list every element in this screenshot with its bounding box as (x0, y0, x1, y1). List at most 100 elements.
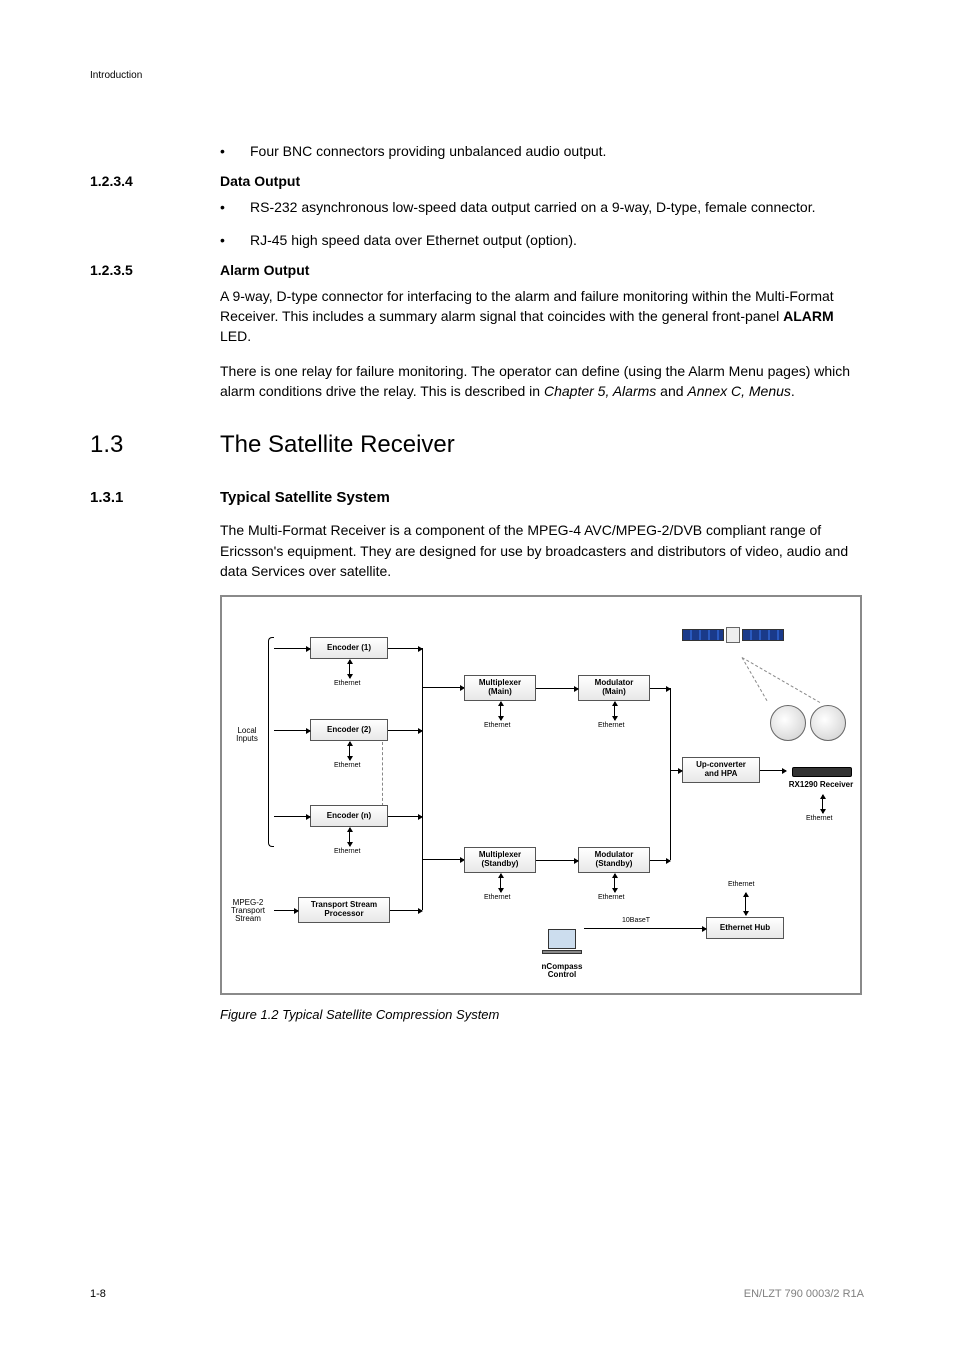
heading-title: Data Output (220, 173, 300, 189)
laptop-icon (542, 929, 582, 957)
satellite-panel-icon (682, 629, 724, 641)
label-ethernet: Ethernet (598, 722, 624, 729)
box-transport-stream-processor: Transport Stream Processor (298, 897, 390, 923)
heading-title: The Satellite Receiver (220, 431, 455, 459)
arrow-icon (388, 730, 422, 731)
bullet-text: Four BNC connectors providing unbalanced… (250, 141, 864, 161)
line (422, 648, 423, 872)
arrow-icon (388, 816, 422, 817)
label-mpeg2: MPEG-2 Transport Stream (224, 899, 272, 923)
line (670, 688, 671, 860)
heading-1235: 1.2.3.5 Alarm Output (90, 262, 864, 278)
heading-number: 1.3.1 (90, 489, 220, 506)
paragraph: There is one relay for failure monitorin… (220, 361, 864, 402)
arrow-icon (274, 816, 310, 817)
label-ethernet: Ethernet (598, 894, 624, 901)
bullet-item: • RJ-45 high speed data over Ethernet ou… (220, 230, 864, 250)
label-local-inputs: Local Inputs (228, 727, 266, 743)
arrow-icon (614, 702, 615, 720)
page-footer: 1-8 EN/LZT 790 0003/2 R1A (90, 1288, 864, 1300)
box-encoder-1: Encoder (1) (310, 637, 388, 659)
arrow-icon (584, 928, 706, 929)
arrow-icon (274, 910, 298, 911)
diagram-satellite-system: Local Inputs MPEG-2 Transport Stream Enc… (220, 595, 862, 995)
satellite-panel-icon (742, 629, 784, 641)
label-ethernet: Ethernet (484, 722, 510, 729)
label-ethernet: Ethernet (484, 894, 510, 901)
paragraph: A 9-way, D-type connector for interfacin… (220, 286, 864, 347)
arrow-icon (500, 702, 501, 720)
text: and (656, 383, 687, 399)
box-modulator-standby: Modulator (Standby) (578, 847, 650, 873)
heading-number: 1.2.3.4 (90, 173, 220, 189)
bullet-dot: • (220, 230, 250, 250)
arrow-icon (614, 874, 615, 892)
figure-caption: Figure 1.2 Typical Satellite Compression… (220, 1007, 864, 1022)
label-ethernet: Ethernet (334, 680, 360, 687)
dashed-line (382, 742, 383, 806)
arrow-icon (274, 648, 310, 649)
page-number: 1-8 (90, 1288, 106, 1300)
text: . (791, 383, 795, 399)
bullet-dot: • (220, 141, 250, 161)
box-modulator-main: Modulator (Main) (578, 675, 650, 701)
arrow-icon (822, 795, 823, 813)
arrow-icon (422, 687, 464, 688)
label-ethernet: Ethernet (334, 762, 360, 769)
heading-1-3-1: 1.3.1 Typical Satellite System (90, 489, 864, 506)
box-multiplexer-main: Multiplexer (Main) (464, 675, 536, 701)
arrow-icon (760, 770, 786, 771)
paragraph: The Multi-Format Receiver is a component… (220, 520, 864, 581)
heading-1234: 1.2.3.4 Data Output (90, 173, 864, 189)
heading-number: 1.3 (90, 431, 220, 459)
arrow-icon (500, 874, 501, 892)
satellite-body-icon (726, 627, 740, 643)
bullet-text: RS-232 asynchronous low-speed data outpu… (250, 197, 864, 217)
text-italic: Annex C, Menus (687, 383, 791, 399)
label-ethernet: Ethernet (806, 815, 832, 822)
heading-number: 1.2.3.5 (90, 262, 220, 278)
label-ncompass: nCompass Control (532, 963, 592, 979)
box-multiplexer-standby: Multiplexer (Standby) (464, 847, 536, 873)
bullet-item: • Four BNC connectors providing unbalanc… (220, 141, 864, 161)
box-encoder-n: Encoder (n) (310, 805, 388, 827)
arrow-icon (536, 860, 578, 861)
label-rx1290: RX1290 Receiver (782, 781, 860, 789)
arrow-icon (274, 730, 310, 731)
label-10baset: 10BaseT (622, 917, 650, 924)
arrow-icon (349, 828, 350, 846)
signal-line (742, 657, 820, 703)
arrow-icon (388, 648, 422, 649)
heading-title: Alarm Output (220, 262, 309, 278)
heading-title: Typical Satellite System (220, 489, 390, 506)
arrow-icon (390, 910, 422, 911)
arrow-icon (745, 893, 746, 915)
line (422, 872, 423, 910)
label-ethernet: Ethernet (334, 848, 360, 855)
box-upconverter-hpa: Up-converter and HPA (682, 757, 760, 783)
arrow-icon (650, 688, 670, 689)
heading-1-3: 1.3 The Satellite Receiver (90, 431, 864, 459)
label-ethernet: Ethernet (728, 881, 754, 888)
bullet-text: RJ-45 high speed data over Ethernet outp… (250, 230, 864, 250)
text: A 9-way, D-type connector for interfacin… (220, 288, 834, 324)
arrow-icon (349, 660, 350, 678)
arrow-icon (650, 860, 670, 861)
text: LED. (220, 328, 251, 344)
doc-number: EN/LZT 790 0003/2 R1A (744, 1288, 864, 1300)
figure-1-2: Local Inputs MPEG-2 Transport Stream Enc… (220, 595, 864, 995)
receiver-icon (792, 767, 852, 777)
box-encoder-2: Encoder (2) (310, 719, 388, 741)
bullet-item: • RS-232 asynchronous low-speed data out… (220, 197, 864, 217)
text-italic: Chapter 5, Alarms (544, 383, 656, 399)
dish-downlink-icon (810, 705, 846, 741)
arrow-icon (349, 742, 350, 760)
arrow-icon (670, 770, 682, 771)
bullet-dot: • (220, 197, 250, 217)
text-bold: ALARM (783, 308, 834, 324)
dish-uplink-icon (770, 705, 806, 741)
arrow-icon (422, 859, 464, 860)
arrow-icon (536, 688, 578, 689)
running-header: Introduction (90, 70, 864, 81)
box-ethernet-hub: Ethernet Hub (706, 917, 784, 939)
